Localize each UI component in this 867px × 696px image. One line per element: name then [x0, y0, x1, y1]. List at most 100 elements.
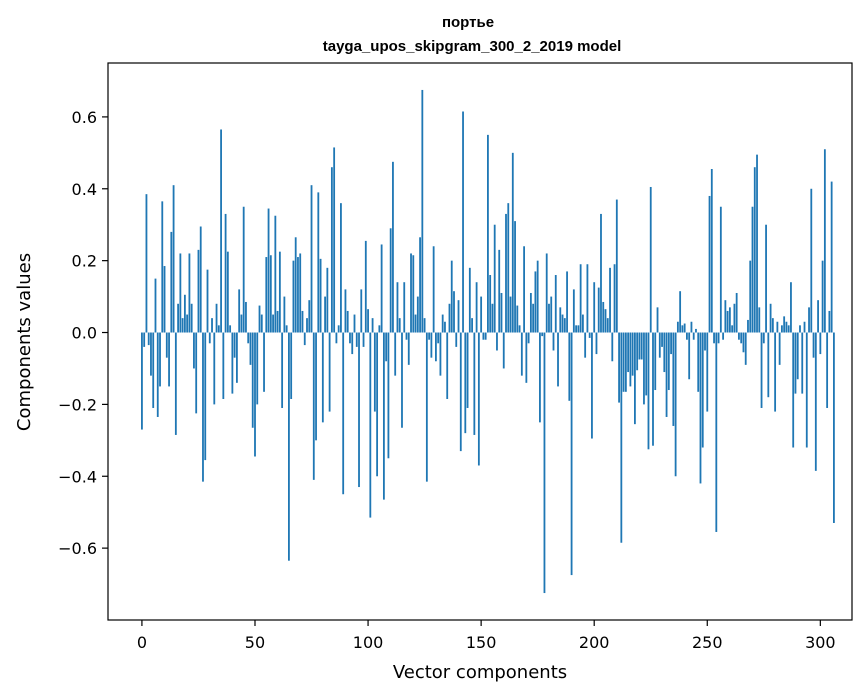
bar-132 — [439, 332, 442, 376]
bar-204 — [602, 301, 605, 333]
bar-129 — [432, 246, 435, 333]
bar-256 — [719, 206, 722, 333]
plot-frame — [107, 62, 853, 621]
bar-263 — [735, 292, 738, 333]
bar-31 — [211, 318, 213, 333]
bar-205 — [604, 309, 607, 333]
x-axis-ticks: 0 50 100 150 200 250 300 — [137, 620, 836, 652]
bar-280 — [774, 332, 777, 412]
bar-79 — [319, 258, 322, 333]
bar-200 — [593, 282, 596, 333]
bar-87 — [337, 325, 340, 333]
bar-292 — [801, 332, 804, 394]
bar-251 — [708, 195, 711, 333]
bar-268 — [747, 319, 749, 333]
bar-252 — [710, 169, 713, 333]
bar-187 — [563, 318, 566, 333]
bar-94 — [353, 314, 356, 333]
bar-188 — [566, 271, 568, 333]
bar-50 — [254, 332, 256, 457]
bar-286 — [787, 325, 790, 333]
bar-238 — [679, 291, 682, 333]
bar-253 — [713, 332, 715, 344]
bar-41 — [233, 332, 236, 358]
x-tick-label-0: 0 — [137, 633, 147, 652]
bar-32 — [213, 332, 216, 405]
bar-278 — [769, 303, 772, 333]
bar-145 — [468, 267, 471, 333]
bar-117 — [405, 332, 408, 340]
bar-161 — [505, 213, 507, 333]
bar-232 — [665, 332, 668, 417]
bar-167 — [518, 325, 521, 333]
bar-163 — [509, 296, 512, 333]
bar-206 — [606, 318, 609, 333]
bar-284 — [783, 316, 786, 333]
bar-228 — [656, 307, 659, 333]
bar-30 — [208, 332, 211, 344]
bar-150 — [480, 296, 483, 333]
bar-207 — [609, 267, 611, 333]
bar-86 — [335, 332, 338, 344]
bar-10 — [163, 266, 166, 333]
bar-179 — [545, 253, 548, 333]
bar-152 — [484, 332, 487, 340]
bar-42 — [236, 332, 238, 383]
bar-181 — [550, 296, 553, 333]
bar-190 — [570, 332, 573, 576]
bar-159 — [500, 292, 503, 333]
bar-276 — [765, 224, 767, 333]
bar-139 — [455, 332, 458, 347]
bar-297 — [812, 332, 815, 358]
bar-240 — [683, 323, 686, 333]
bar-214 — [624, 332, 627, 392]
bar-93 — [351, 332, 354, 355]
bar-144 — [466, 332, 469, 408]
bar-68 — [294, 237, 297, 333]
bar-208 — [611, 332, 614, 362]
y-tick-label-2: −0.2 — [58, 395, 97, 414]
bar-291 — [799, 325, 801, 333]
bar-154 — [489, 275, 492, 333]
bar-221 — [640, 332, 643, 360]
bar-6 — [154, 278, 157, 333]
bar-142 — [462, 111, 464, 333]
bar-118 — [407, 332, 410, 365]
bar-148 — [475, 282, 478, 333]
bar-77 — [315, 332, 317, 441]
bar-186 — [561, 314, 564, 333]
bar-15 — [174, 332, 177, 435]
bar-73 — [306, 318, 308, 333]
bar-169 — [523, 246, 525, 333]
bar-82 — [326, 267, 329, 333]
bar-104 — [376, 332, 379, 477]
y-axis-label: Components values — [14, 253, 35, 431]
bar-130 — [435, 332, 437, 362]
bar-248 — [701, 332, 704, 448]
bar-72 — [303, 332, 306, 346]
bar-217 — [631, 332, 634, 376]
bar-216 — [629, 332, 632, 387]
bar-98 — [362, 332, 365, 347]
bar-29 — [206, 269, 209, 333]
bar-38 — [226, 251, 229, 333]
bar-143 — [464, 332, 467, 434]
bar-192 — [575, 325, 578, 333]
bar-115 — [401, 332, 403, 428]
bar-116 — [403, 282, 406, 333]
bar-34 — [217, 325, 220, 333]
bar-62 — [281, 332, 284, 408]
bar-250 — [706, 332, 709, 412]
bar-76 — [312, 332, 315, 480]
bar-165 — [514, 221, 516, 333]
bar-83 — [328, 332, 331, 412]
bar-141 — [459, 332, 462, 452]
bar-51 — [256, 332, 259, 405]
bar-279 — [771, 318, 774, 333]
bar-69 — [297, 257, 299, 333]
bar-199 — [591, 332, 593, 439]
bar-39 — [229, 325, 232, 333]
bar-237 — [676, 321, 679, 333]
bar-209 — [613, 264, 616, 333]
bar-196 — [584, 332, 587, 358]
